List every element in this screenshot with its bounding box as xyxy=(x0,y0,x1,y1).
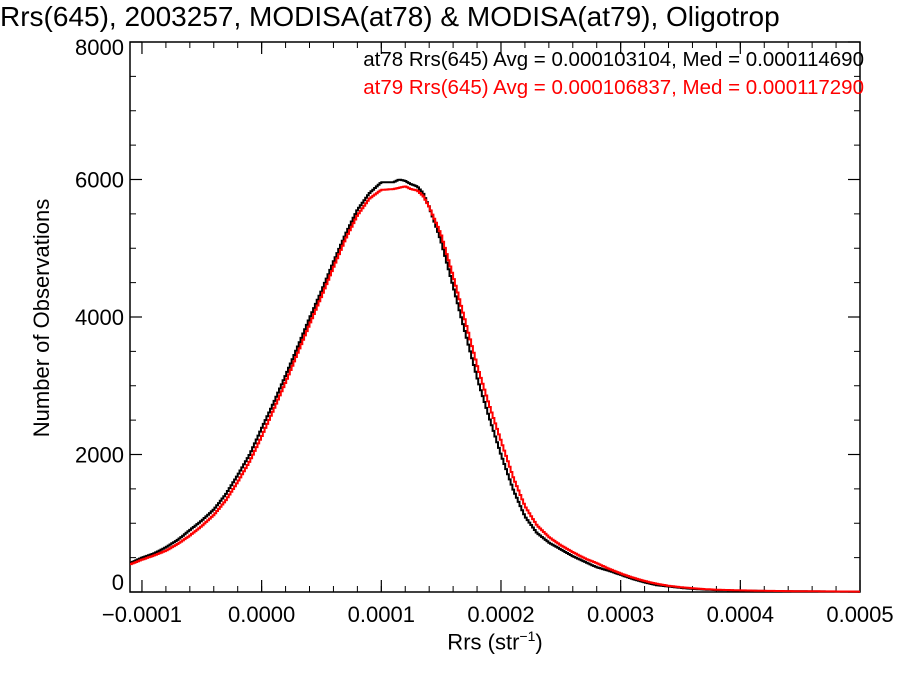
axis-tick-labels: −0.0001 0.0000 0.0001 0.0002 0.0003 0.0004 0.0… xyxy=(75,35,894,627)
x-tick-label: 0.0001 xyxy=(348,602,415,627)
y-axis-label: Number of Observations xyxy=(29,198,54,438)
x-tick-label: 0.0004 xyxy=(707,602,774,627)
y-tick-label: 4000 xyxy=(75,305,124,330)
x-tick-label: 0.0005 xyxy=(826,602,893,627)
y-tick-label: 8000 xyxy=(75,35,124,60)
y-tick-label: 6000 xyxy=(75,168,124,193)
chart-title: Rrs(645), 2003257, MODISA(at78) & MODISA… xyxy=(0,1,780,32)
histogram-series-2 xyxy=(130,185,860,593)
y-tick-label: 0 xyxy=(112,570,124,595)
x-axis-label-text: Rrs (str xyxy=(447,629,520,655)
x-axis-label-exponent: −1 xyxy=(519,628,536,644)
x-tick-label: 0.0002 xyxy=(467,602,534,627)
histogram-series-1 xyxy=(130,178,860,593)
x-axis-label-close: ) xyxy=(535,629,543,655)
x-tick-label: 0.0003 xyxy=(587,602,654,627)
x-tick-label: 0.0000 xyxy=(228,602,295,627)
plot-frame xyxy=(129,41,861,593)
y-tick-label: 2000 xyxy=(75,443,124,468)
axis-ticks xyxy=(130,41,861,593)
x-tick-label: −0.0001 xyxy=(102,602,182,627)
at79-stats-annotation: at79 Rrs(645) Avg = 0.000106837, Med = 0… xyxy=(363,76,864,99)
x-axis-label: Rrs (str−1) xyxy=(447,628,542,655)
series-layer xyxy=(130,178,860,593)
at78-stats-annotation: at78 Rrs(645) Avg = 0.000103104, Med = 0… xyxy=(363,48,864,71)
